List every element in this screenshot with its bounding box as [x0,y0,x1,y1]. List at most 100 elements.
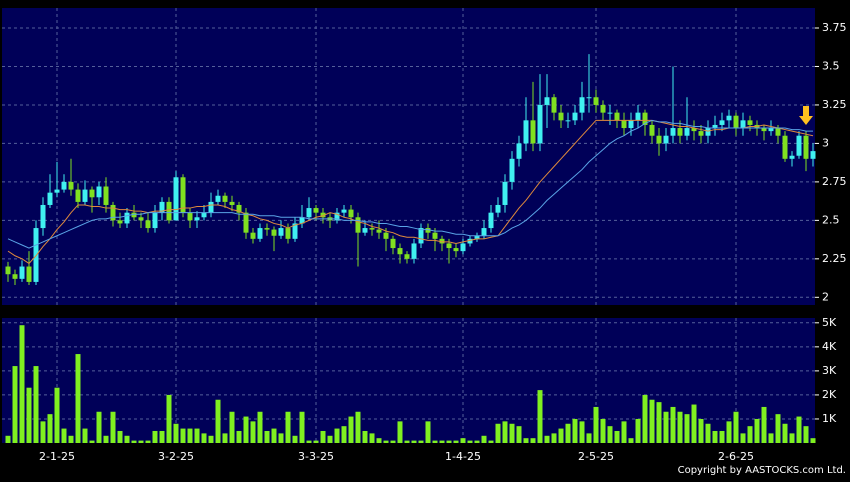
candle-body [810,151,816,159]
candle-body [712,124,718,129]
candle-body [586,97,592,99]
copyright: Copyright by AASTOCKS.com Ltd. [678,465,846,476]
volume-bar [12,366,18,443]
volume-bar [628,438,634,443]
candle-body [572,112,578,121]
volume-bar [61,428,67,443]
volume-bar [509,423,515,443]
candle-body [173,177,179,221]
candle-body [579,97,585,113]
candle-body [684,128,690,136]
volume-bar [551,433,557,443]
volume-bar [271,428,277,443]
candle-body [635,112,641,121]
candle-body [509,158,515,182]
volume-bar [453,440,459,443]
candle-body [698,131,704,136]
volume-bar [355,411,361,443]
candle-body [215,195,221,202]
candle-body [19,266,25,279]
candle-body [670,128,676,136]
volume-bar [390,440,396,443]
candle-body [481,228,487,236]
volume-bar [670,406,676,443]
candle-body [474,235,480,239]
volume-bar [96,411,102,443]
volume-bar [796,416,802,443]
volume-bar [194,428,200,443]
volume-bar [89,440,95,443]
candle-body [40,204,46,229]
volume-bar [82,428,88,443]
candle-body [124,212,130,224]
candle-body [187,212,193,221]
volume-bar [68,435,74,443]
candle-body [26,266,32,282]
candle-body [719,120,725,125]
volume-bar [740,433,746,443]
volume-bar [152,430,158,443]
candle-body [110,204,116,221]
candle-body [117,220,123,224]
volume-bar [397,421,403,443]
arrow-marker [799,106,813,125]
volume-bar [565,423,571,443]
volume-bar [432,440,438,443]
candle-body [159,201,165,213]
candle-body [250,232,256,239]
volume-bar [775,414,781,443]
volume-bar [649,399,655,443]
candle-body [208,201,214,213]
candle-body [243,212,249,233]
candle-body [68,181,74,190]
candle-body [96,186,102,198]
volume-bar [33,366,39,443]
candle-body [803,135,809,159]
y-tick-label: 2 [822,290,829,303]
volume-bar [341,426,347,443]
candle-body [397,248,403,255]
volume-bar [229,411,235,443]
candle-body [789,155,795,159]
x-tick-label: 2-1-25 [39,450,75,463]
x-tick-label: 3-2-25 [158,450,194,463]
candle-body [425,228,431,233]
volume-bar [684,414,690,443]
volume-bar [159,430,165,443]
volume-bar [201,433,207,443]
volume-bar [768,433,774,443]
candle-body [257,228,263,239]
volume-bar [747,426,753,443]
volume-bar [691,404,697,443]
volume-bar [166,394,172,443]
x-tick-label: 1-4-25 [445,450,481,463]
volume-bar [19,325,25,443]
candle-body [320,212,326,218]
volume-bar [383,440,389,443]
candle-body [194,217,200,221]
volume-bar [26,387,32,443]
volume-bar [418,440,424,443]
volume-bar [313,440,319,443]
candle-body [292,223,298,239]
volume-bar [40,421,46,443]
y-tick-label: 4K [822,340,837,353]
volume-bar [663,411,669,443]
candle-body [222,195,228,202]
volume-bar [803,426,809,443]
volume-bar [278,433,284,443]
volume-bar [348,416,354,443]
volume-bar [292,435,298,443]
volume-bar [243,416,249,443]
volume-bar [544,435,550,443]
volume-bar [362,430,368,443]
moving-average-line [7,119,814,265]
x-tick-label: 2-6-25 [718,450,754,463]
volume-bar [516,426,522,443]
y-tick-label: 3K [822,364,837,377]
y-tick-label: 3 [822,136,829,149]
volume-bar [761,406,767,443]
candle-body [383,232,389,239]
volume-bar [320,430,326,443]
